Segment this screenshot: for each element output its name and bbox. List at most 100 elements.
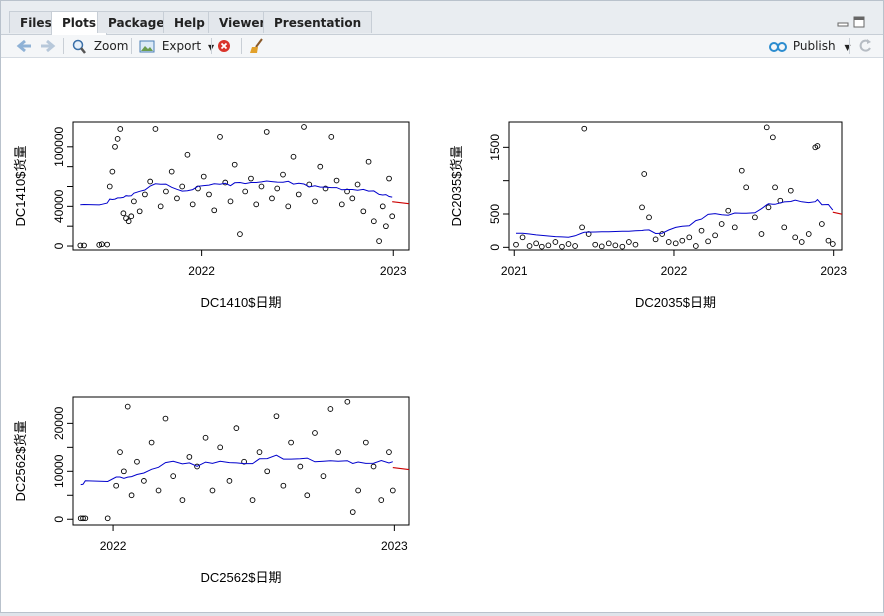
export-menu-button[interactable]: Export ▼ xyxy=(139,37,214,55)
data-point xyxy=(328,134,335,140)
data-point xyxy=(725,207,732,214)
toolbar-separator xyxy=(241,38,242,54)
data-point xyxy=(202,434,209,441)
data-point xyxy=(787,187,794,194)
data-point xyxy=(285,203,292,210)
data-point xyxy=(142,191,148,198)
data-point xyxy=(312,430,318,436)
data-point xyxy=(360,208,367,215)
y-tick-label: 40000 xyxy=(52,189,66,223)
tab-presentation[interactable]: Presentation xyxy=(263,11,373,33)
data-point xyxy=(288,439,294,446)
data-point xyxy=(389,213,396,220)
tab-packages[interactable]: Packages xyxy=(97,11,183,33)
data-point xyxy=(825,237,832,244)
data-point xyxy=(692,243,699,249)
x-axis-label: DC2562$日期 xyxy=(201,570,282,585)
data-point xyxy=(77,242,84,249)
y-tick-label: 100000 xyxy=(52,126,66,166)
data-point xyxy=(389,487,396,494)
data-point xyxy=(362,439,369,446)
data-point xyxy=(792,234,799,241)
y-tick-label: 500 xyxy=(488,204,502,224)
minimize-pane-icon[interactable] xyxy=(837,16,849,28)
plot-frame xyxy=(72,396,410,526)
data-point xyxy=(370,218,377,225)
x-tick-label: 2022 xyxy=(100,539,127,553)
data-point xyxy=(355,487,361,494)
x-tick-label: 2022 xyxy=(188,264,215,278)
export-image-icon xyxy=(139,40,155,52)
data-point xyxy=(99,241,105,248)
data-point xyxy=(194,463,200,470)
data-point xyxy=(109,168,116,175)
zoom-magnifier-icon xyxy=(72,39,86,54)
data-point xyxy=(163,188,169,195)
toolbar-separator xyxy=(131,38,132,54)
data-point xyxy=(718,221,725,227)
data-point xyxy=(386,449,392,455)
plot-frame xyxy=(72,121,410,251)
broom-icon[interactable] xyxy=(249,37,265,55)
data-point xyxy=(344,398,351,405)
data-point xyxy=(327,406,334,412)
data-point xyxy=(147,178,154,185)
data-point xyxy=(120,210,127,217)
data-point xyxy=(781,224,788,231)
data-point xyxy=(231,161,238,168)
data-point xyxy=(233,425,240,432)
data-point xyxy=(605,240,612,247)
trend-line xyxy=(392,466,409,471)
zoom-button[interactable]: Zoom xyxy=(71,37,128,55)
data-point xyxy=(698,227,705,234)
x-axis-label: DC2035$日期 xyxy=(635,295,716,310)
data-point xyxy=(320,473,327,479)
data-point xyxy=(162,415,169,422)
data-point xyxy=(269,195,275,202)
data-point xyxy=(157,203,164,210)
data-point xyxy=(805,231,812,237)
data-point xyxy=(386,175,392,182)
data-point xyxy=(274,185,281,192)
data-point xyxy=(814,143,821,149)
publish-button[interactable]: Publish ▼ xyxy=(769,37,851,55)
data-point xyxy=(581,125,588,132)
refresh-icon[interactable] xyxy=(857,37,873,55)
chart-3: 0 10000 20000 2022 2023 DC2562$日期 DC2562$货量 xyxy=(13,396,410,585)
data-point xyxy=(121,468,127,475)
tab-viewer[interactable]: Viewer xyxy=(208,11,277,33)
back-arrow-icon[interactable] xyxy=(15,37,33,55)
data-point xyxy=(179,497,186,503)
data-point xyxy=(280,482,287,489)
smooth-line xyxy=(80,180,393,206)
y-axis-label: DC2035$货量 xyxy=(449,146,464,227)
remove-plot-icon[interactable] xyxy=(217,37,231,55)
data-point xyxy=(104,241,110,248)
data-point xyxy=(652,236,659,243)
data-point xyxy=(322,185,329,192)
data-point xyxy=(112,143,118,150)
data-point xyxy=(237,231,243,237)
data-point xyxy=(222,179,229,186)
data-point xyxy=(148,439,155,446)
data-point xyxy=(354,181,361,188)
data-point xyxy=(82,515,89,522)
forward-arrow-icon[interactable] xyxy=(39,37,57,55)
data-point xyxy=(513,241,519,248)
data-point xyxy=(174,195,180,202)
y-tick-label: 10000 xyxy=(52,454,66,488)
data-point xyxy=(117,126,124,132)
data-point xyxy=(152,126,159,132)
data-point xyxy=(619,243,626,250)
data-point xyxy=(206,191,212,198)
data-point xyxy=(370,463,377,470)
data-point xyxy=(317,163,324,170)
data-point xyxy=(579,224,585,231)
data-point xyxy=(106,183,113,190)
publish-icon xyxy=(769,41,787,52)
data-point xyxy=(552,239,559,245)
data-point xyxy=(686,234,693,241)
data-point xyxy=(526,243,533,249)
maximize-pane-icon[interactable] xyxy=(853,16,865,28)
data-point xyxy=(104,515,111,522)
